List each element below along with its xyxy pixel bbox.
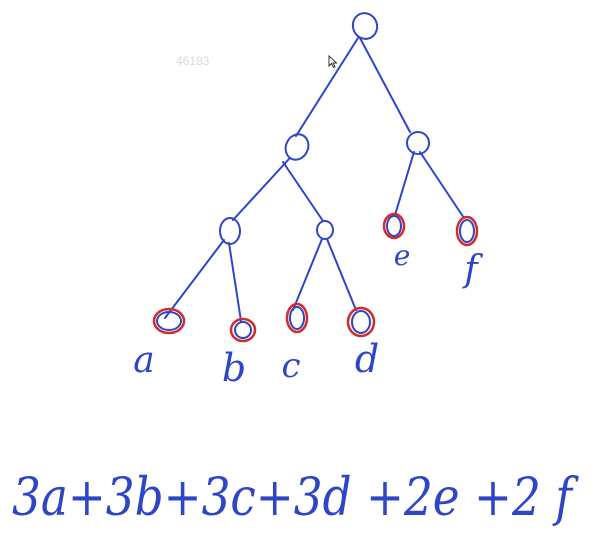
leaf-highlight-circles xyxy=(152,212,479,343)
leaf-label-a: a xyxy=(133,340,154,381)
leaf-c-highlight xyxy=(285,302,309,334)
edge-leftright-c xyxy=(292,238,323,311)
leaf-b-highlight xyxy=(229,317,257,343)
leaf-blue-nodes xyxy=(156,215,475,339)
leaf-d-node xyxy=(351,310,371,334)
internal-nodes xyxy=(219,12,430,245)
node-right xyxy=(406,131,430,155)
leaf-a-highlight xyxy=(152,307,186,335)
mouse-pointer-icon xyxy=(328,55,338,69)
watermark-id: 46183 xyxy=(176,54,210,68)
leaf-e-highlight xyxy=(382,212,406,240)
leaf-f-node xyxy=(459,219,475,243)
edge-leftleft-b xyxy=(228,242,242,322)
node-root xyxy=(351,12,379,40)
leaf-label-f: f xyxy=(461,249,483,290)
edge-root-right xyxy=(359,37,411,133)
leaf-label-e: e xyxy=(394,239,411,272)
leaf-label-d: d xyxy=(355,337,379,381)
node-left-right xyxy=(316,220,334,240)
edge-left-leftright xyxy=(282,161,324,222)
leaf-labels: a b c d e f xyxy=(133,239,483,390)
node-left xyxy=(284,133,310,161)
tree-edges xyxy=(164,37,465,322)
node-left-left xyxy=(219,217,241,245)
edge-leftright-d xyxy=(326,238,357,311)
edge-root-left xyxy=(295,37,359,137)
leaf-a-node xyxy=(156,311,182,331)
leaf-e-node xyxy=(386,215,402,237)
leaf-b-node xyxy=(234,321,252,339)
edge-leftleft-a xyxy=(164,239,225,319)
leaf-label-c: c xyxy=(281,346,300,386)
edge-left-leftleft xyxy=(232,158,290,221)
cost-formula: 3a+3b+3c+3d +2e +2 f xyxy=(12,468,579,528)
leaf-d-highlight xyxy=(346,306,376,338)
leaf-label-b: b xyxy=(222,346,246,390)
leaf-c-node xyxy=(289,306,305,330)
edge-right-e xyxy=(394,151,415,216)
leaf-f-highlight xyxy=(455,215,479,247)
edge-right-f xyxy=(419,151,465,219)
